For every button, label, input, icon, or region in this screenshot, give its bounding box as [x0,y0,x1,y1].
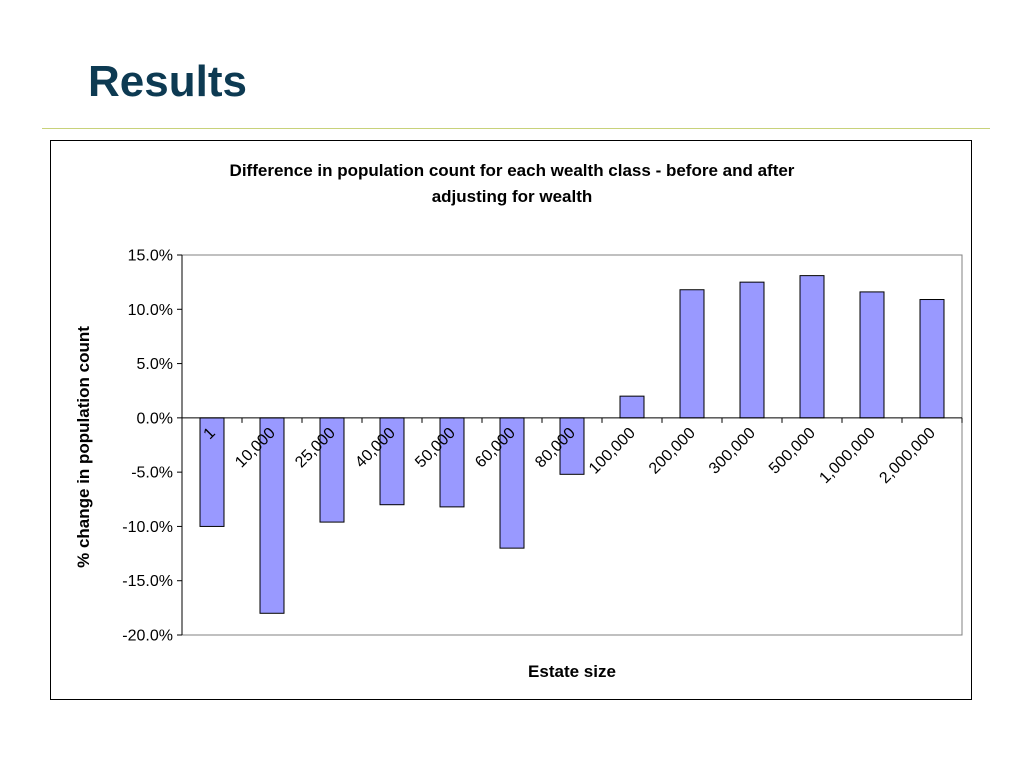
y-tick-label: -5.0% [131,465,173,482]
x-tick-label: 500,000 [766,425,819,478]
y-tick-label: -10.0% [122,519,173,536]
chart-title-line-1: Difference in population count for each … [230,161,795,180]
y-tick-label: 10.0% [128,302,173,319]
bar [739,281,765,419]
y-tick-label: 5.0% [137,356,173,373]
x-tick-label: 2,000,000 [876,425,938,487]
bar [259,417,285,614]
bar [619,395,645,419]
x-axis-title: Estate size [528,662,616,681]
bar [919,299,945,419]
y-tick-label: -15.0% [122,573,173,590]
bar [859,291,885,419]
slide-title: Results [88,57,247,106]
chart-frame: Difference in population count for each … [50,140,972,700]
y-ticks-group: 15.0% 10.0% 5.0% 0.0% -5.0% -10.0% -15.0% -20.0… [122,248,182,645]
bar-chart: Difference in population count for each … [74,161,963,681]
bar [499,417,525,549]
x-tick-label: 1,000,000 [816,425,878,487]
bar [679,289,705,419]
x-tick-label: 100,000 [586,425,639,478]
title-divider [42,128,990,129]
x-tick-label: 300,000 [706,425,759,478]
bar [799,275,825,419]
x-tick-label: 200,000 [646,425,699,478]
y-tick-label: 0.0% [137,410,173,427]
bar [439,417,465,508]
chart-title-line-2: adjusting for wealth [432,187,593,206]
y-axis-title: % change in population count [74,326,93,568]
y-tick-label: 15.0% [128,248,173,265]
bar [559,417,585,475]
y-tick-label: -20.0% [122,628,173,645]
